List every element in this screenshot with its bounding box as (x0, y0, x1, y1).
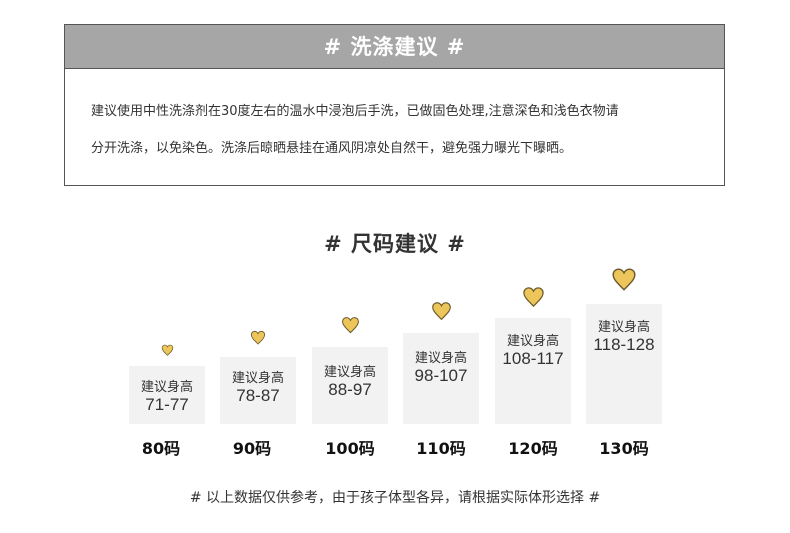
size-box: 建议身高 71-77 (129, 366, 205, 424)
size-label: 100码 (325, 439, 375, 458)
size-box: 建议身高 108-117 (495, 318, 571, 424)
height-label: 建议身高 (597, 320, 650, 335)
size-label: 80码 (141, 439, 181, 458)
size-box: 建议身高 98-107 (403, 333, 479, 424)
size-note: # 以上数据仅供参考，由于孩子体型各异，请根据实际体形选择 # (189, 490, 601, 506)
height-range: 71-77 (145, 395, 189, 414)
height-label: 建议身高 (414, 351, 467, 366)
size-guide-title: # 尺码建议 # (324, 232, 466, 256)
heart-icon (341, 316, 360, 339)
size-box: 建议身高 78-87 (220, 357, 296, 424)
height-label: 建议身高 (231, 371, 284, 386)
size-label: 90码 (232, 439, 272, 458)
size-label: 130码 (599, 439, 649, 458)
height-label: 建议身高 (323, 365, 376, 380)
washing-title: # 洗涤建议 # (65, 25, 724, 69)
size-label: 120码 (508, 439, 558, 458)
heart-icon (611, 267, 637, 297)
height-range: 98-107 (414, 366, 468, 385)
washing-text: 建议使用中性洗涤剂在30度左右的温水中浸泡后手洗，已做固色处理,注意深色和浅色衣… (65, 69, 724, 167)
size-label: 110码 (416, 439, 466, 458)
washing-line-2: 分开洗涤，以免染色。洗涤后晾晒悬挂在通风阴凉处自然干，避免强力曝光下曝晒。 (91, 141, 573, 156)
height-range: 118-128 (593, 335, 655, 354)
size-box: 建议身高 88-97 (312, 347, 388, 424)
size-box: 建议身高 118-128 (586, 304, 662, 424)
height-label: 建议身高 (506, 334, 559, 349)
height-range: 108-117 (502, 349, 564, 368)
height-range: 88-97 (328, 380, 372, 399)
height-range: 78-87 (236, 386, 280, 405)
height-label: 建议身高 (140, 380, 193, 395)
heart-icon (250, 330, 266, 350)
heart-icon (522, 286, 545, 313)
washing-line-1: 建议使用中性洗涤剂在30度左右的温水中浸泡后手洗，已做固色处理,注意深色和浅色衣… (91, 104, 619, 119)
heart-icon (161, 342, 174, 361)
washing-section: # 洗涤建议 # 建议使用中性洗涤剂在30度左右的温水中浸泡后手洗，已做固色处理… (64, 24, 725, 186)
heart-icon (431, 301, 452, 326)
